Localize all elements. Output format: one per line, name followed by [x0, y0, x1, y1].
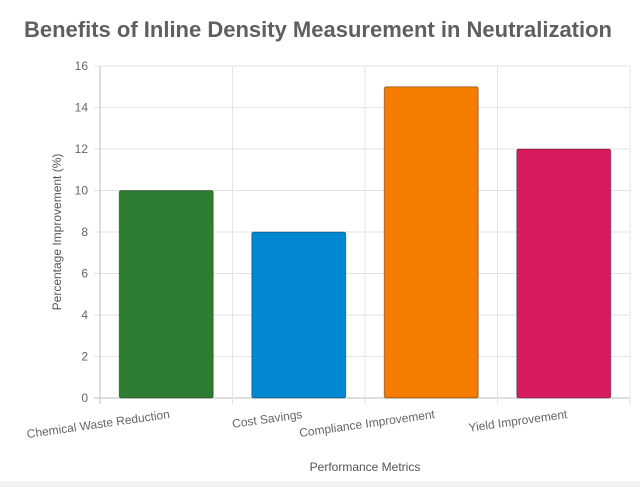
y-tick-label: 0: [81, 391, 88, 405]
x-tick-label: Chemical Waste Reduction: [26, 407, 171, 441]
y-axis-ticks: 0 2 4 6 8 10 12 14 16: [75, 59, 89, 405]
bar-yield-improvement: [516, 148, 612, 399]
y-tick-label: 12: [75, 142, 89, 156]
bar-chemical-waste-reduction: [118, 190, 214, 399]
bars: [118, 86, 612, 399]
x-tick-label: Compliance Improvement: [298, 407, 436, 440]
y-tick-label: 14: [75, 101, 89, 115]
y-tick-label: 16: [75, 59, 89, 73]
y-axis-label: Percentage Improvement (%): [50, 154, 64, 311]
y-tick-label: 8: [81, 225, 88, 239]
x-axis-ticks: Chemical Waste Reduction Cost SavingsComp…: [26, 407, 569, 441]
x-axis-label: Performance Metrics: [310, 460, 421, 474]
bar-compliance-improvement: [383, 86, 479, 399]
x-tick-label: Yield Improvement: [468, 407, 569, 435]
y-tick-label: 2: [81, 350, 88, 364]
chart-title: Benefits of Inline Density Measurement i…: [24, 17, 612, 42]
x-tick-label: Cost Savings: [231, 407, 303, 431]
y-tick-label: 10: [75, 184, 89, 198]
y-tick-label: 4: [81, 308, 88, 322]
y-tick-label: 6: [81, 267, 88, 281]
bar-cost-savings: [251, 231, 347, 399]
